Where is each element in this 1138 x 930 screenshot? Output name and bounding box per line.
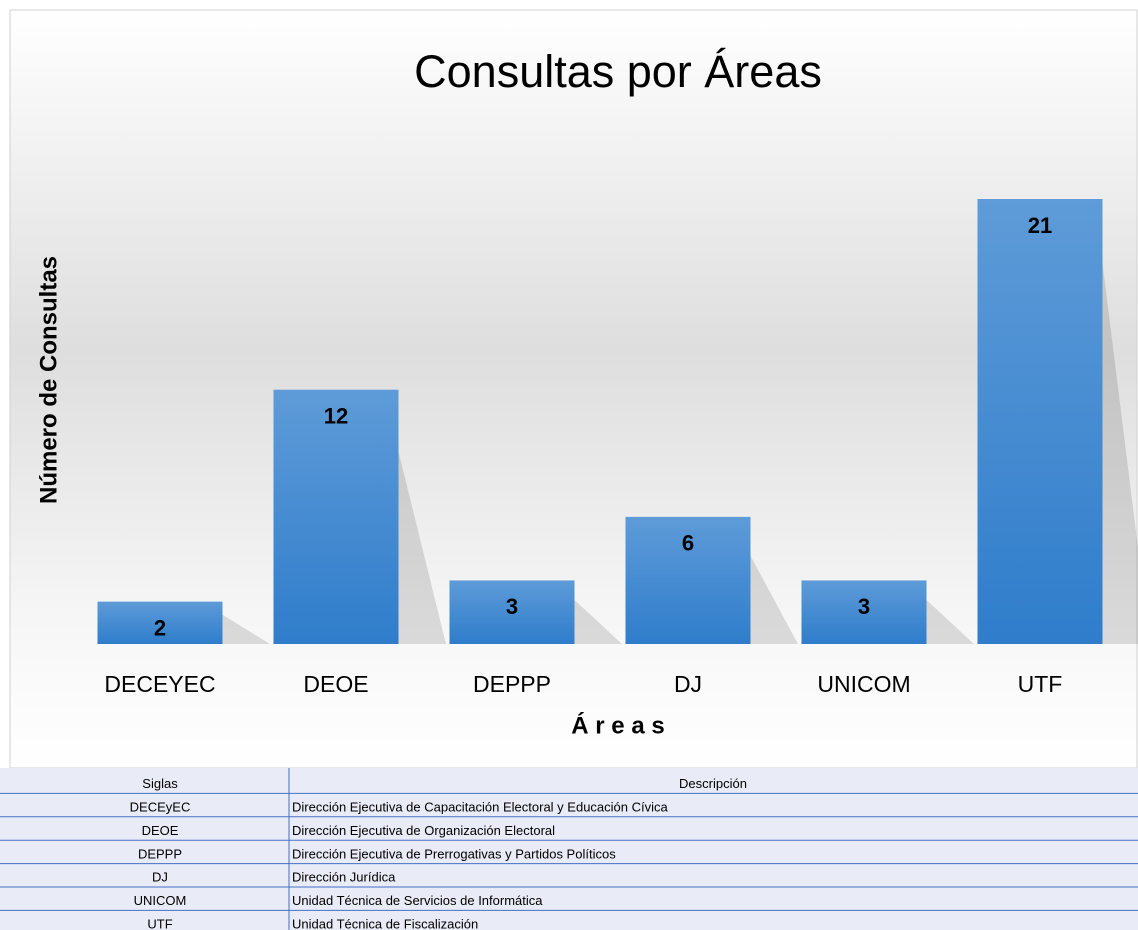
bar [625, 516, 751, 644]
data-label: 3 [506, 594, 518, 619]
table-cell: Dirección Jurídica [292, 870, 396, 885]
bar [801, 580, 927, 644]
x-axis-title: Á r e a s [571, 711, 664, 739]
bar-shadow [750, 555, 798, 644]
table-cell: DECEyEC [130, 800, 191, 815]
data-label: 3 [858, 594, 870, 619]
table-cell: DEOE [142, 823, 179, 838]
y-axis-title: Número de Consultas [35, 256, 62, 504]
table-cell: Dirección Ejecutiva de Organización Elec… [292, 823, 555, 838]
data-label: 21 [1028, 213, 1052, 238]
bar [449, 580, 575, 644]
bar-shadow [222, 614, 270, 644]
x-tick-label: DEPPP [473, 671, 551, 697]
table-cell: DJ [152, 870, 168, 885]
bar [977, 199, 1103, 644]
data-label: 6 [682, 531, 694, 556]
bar-shadow [398, 449, 446, 644]
bar [273, 389, 399, 644]
bar-shadow [926, 599, 974, 644]
chart-area [9, 9, 1138, 769]
bar-shadow [574, 599, 622, 644]
table-cell: Descripción [679, 776, 747, 791]
table-cell: UTF [147, 917, 172, 930]
x-tick-label: DJ [674, 671, 702, 697]
table-cell: Unidad Técnica de Servicios de Informáti… [292, 893, 543, 908]
data-label: 12 [324, 404, 348, 429]
x-tick-label: UNICOM [817, 671, 910, 697]
table-cell: Dirección Ejecutiva de Prerrogativas y P… [292, 846, 616, 861]
table-cell: Siglas [142, 776, 178, 791]
bar [97, 601, 223, 644]
x-tick-label: DECEYEC [104, 671, 215, 697]
bar-shadow [1102, 259, 1138, 644]
chart-title: Consultas por Áreas [414, 46, 822, 97]
table-cell: DEPPP [138, 846, 182, 861]
data-label: 2 [154, 615, 166, 640]
table-cell: Dirección Ejecutiva de Capacitación Elec… [292, 800, 669, 815]
x-tick-label: UTF [1018, 671, 1063, 697]
table-cell: Unidad Técnica de Fiscalización [292, 917, 478, 930]
x-tick-label: DEOE [303, 671, 368, 697]
table-background [0, 768, 1138, 930]
table-cell: UNICOM [134, 893, 187, 908]
